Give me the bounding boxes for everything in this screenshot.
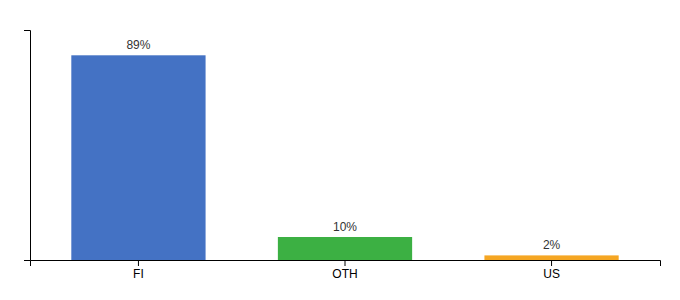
bars [71,55,618,260]
data-label: 89% [126,38,150,52]
x-tick: FI [133,260,144,281]
x-tick-label: OTH [332,267,357,281]
x-tick-mark [138,260,139,266]
data-labels: 89% 10% 2% [126,38,560,252]
bar [278,237,412,260]
x-axis-line [31,261,661,267]
x-tick-label: FI [133,267,144,281]
chart-container: FI OTH US 89% 10% 2% [0,0,680,300]
x-tick: US [543,260,560,281]
x-axis: FI OTH US [31,260,661,281]
plot-area: FI OTH US 89% 10% 2% [24,31,661,281]
x-tick-mark [345,260,346,266]
data-label: 2% [543,238,561,252]
y-axis-line [24,31,31,261]
y-axis [24,31,31,261]
bar [71,55,205,260]
x-tick: OTH [332,260,357,281]
data-label: 10% [333,220,357,234]
x-tick-label: US [543,267,560,281]
bar [484,255,618,260]
chart-svg: FI OTH US 89% 10% 2% [0,0,680,300]
x-tick-mark [551,260,552,266]
